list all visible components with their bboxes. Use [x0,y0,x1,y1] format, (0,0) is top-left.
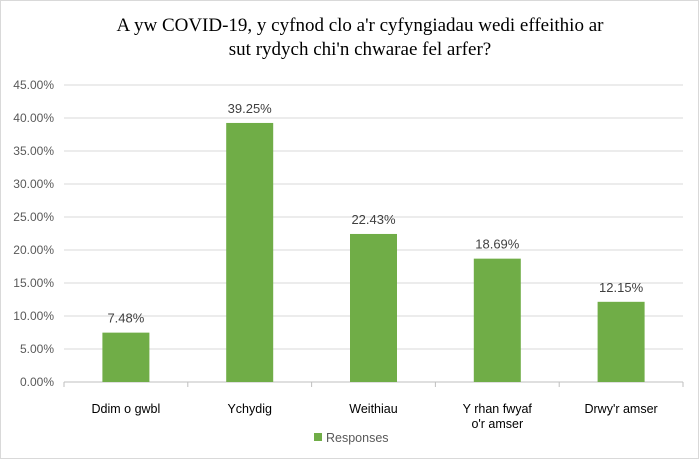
legend-label: Responses [326,431,389,445]
x-category-label: o'r amser [471,417,523,431]
y-tick-label: 35.00% [13,144,54,158]
x-category-label: Drwy'r amser [584,402,657,416]
data-label: 18.69% [475,237,520,252]
y-tick-label: 40.00% [13,111,54,125]
chart-title: A yw COVID-19, y cyfnod clo a'r cyfyngia… [60,14,660,62]
x-category-label: Weithiau [349,402,397,416]
y-tick-label: 0.00% [20,375,54,389]
y-tick-label: 10.00% [13,309,54,323]
bar [350,233,397,382]
data-label: 12.15% [599,280,644,295]
data-label: 39.25% [228,101,273,116]
data-label: 22.43% [351,212,396,227]
y-tick-label: 15.00% [13,276,54,290]
bar [226,122,274,382]
y-tick-label: 20.00% [13,243,54,257]
y-tick-label: 45.00% [13,78,54,92]
bar [597,301,645,382]
bar [473,258,521,382]
data-label: 7.48% [107,311,144,326]
y-tick-label: 25.00% [13,210,54,224]
x-category-label: Ychydig [227,402,272,416]
chart-title-line-1: A yw COVID-19, y cyfnod clo a'r cyfyngia… [116,15,604,36]
x-category-label: Ddim o gwbl [92,402,161,416]
legend-swatch [314,433,322,441]
bar [102,332,150,382]
y-tick-label: 30.00% [13,177,54,191]
y-tick-label: 5.00% [20,342,54,356]
chart-title-line-2: sut rydych chi'n chwarae fel arfer? [228,39,492,60]
x-category-label: Y rhan fwyaf [463,402,533,416]
